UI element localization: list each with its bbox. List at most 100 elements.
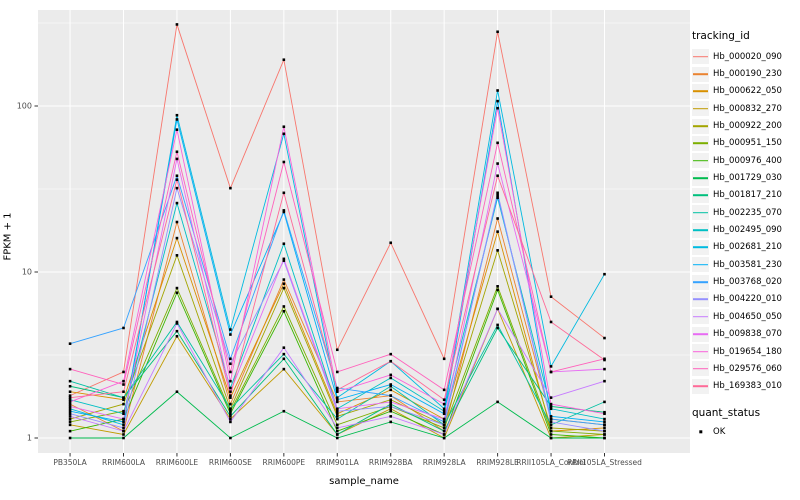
data-point: [603, 410, 606, 414]
data-point: [175, 322, 179, 325]
legend-item-Hb_000922_200: Hb_000922_200: [692, 117, 798, 134]
legend-item-Hb_009838_070: Hb_009838_070: [692, 326, 798, 343]
data-point: [229, 370, 232, 374]
data-point: [389, 388, 393, 392]
data-point: [496, 249, 499, 252]
data-point: [175, 186, 179, 190]
legend-item-label: Hb_029576_060: [713, 363, 782, 374]
data-point: [229, 328, 232, 331]
data-point: [175, 286, 179, 290]
data-point: [549, 402, 553, 406]
data-point: [175, 113, 179, 117]
data-point: [229, 409, 232, 413]
data-point: [282, 210, 286, 214]
data-point: [442, 433, 446, 436]
data-point: [496, 193, 499, 197]
data-point: [282, 257, 286, 261]
data-point: [175, 178, 179, 181]
data-point: [282, 209, 286, 212]
legend-item-label: Hb_000922_200: [713, 121, 782, 132]
data-point: [496, 89, 499, 92]
data-point: [389, 373, 393, 377]
legend-key-line-icon: [692, 291, 709, 307]
data-point: [442, 420, 446, 424]
data-point: [68, 409, 72, 413]
data-point: [122, 370, 125, 374]
data-point: [335, 423, 339, 427]
data-point: [282, 282, 286, 286]
legend-key-line-icon: [692, 309, 709, 325]
data-point: [496, 323, 499, 327]
data-point: [282, 132, 286, 136]
data-point: [122, 433, 125, 436]
data-point: [122, 398, 125, 402]
data-point: [68, 367, 72, 371]
data-point: [68, 390, 72, 394]
data-point: [496, 230, 499, 233]
legend-key-line-icon: [692, 66, 709, 82]
data-point: [496, 285, 499, 288]
data-point: [549, 433, 553, 436]
legend-item-Hb_000951_150: Hb_000951_150: [692, 135, 798, 152]
legend-quant-items: OK: [692, 423, 798, 440]
data-point: [389, 415, 393, 418]
data-point: [229, 379, 232, 383]
legend-key-line-icon: [692, 118, 709, 134]
data-point: [282, 346, 286, 349]
legend-key-line-icon: [692, 361, 709, 377]
data-point: [122, 417, 125, 421]
data-point: [122, 409, 125, 413]
data-point: [603, 417, 606, 421]
legend-item-Hb_001729_030: Hb_001729_030: [692, 169, 798, 186]
data-point: [442, 357, 446, 361]
data-point: [229, 417, 232, 421]
data-point: [229, 390, 232, 394]
data-point: [175, 157, 179, 161]
data-point: [442, 402, 446, 406]
data-point: [229, 420, 232, 424]
legend-item-label: Hb_001729_030: [713, 173, 782, 184]
data-point: [122, 436, 125, 440]
data-point: [389, 420, 393, 424]
legend-item-Hb_000976_400: Hb_000976_400: [692, 152, 798, 169]
legend-key-line-icon: [692, 205, 709, 221]
data-point: [442, 417, 446, 421]
data-point: [389, 352, 393, 356]
data-point: [549, 415, 553, 418]
data-point: [335, 409, 339, 413]
data-point: [549, 417, 553, 421]
data-point: [282, 125, 286, 129]
data-point: [122, 396, 125, 399]
data-point: [229, 394, 232, 397]
data-point: [442, 398, 446, 402]
data-point: [68, 342, 72, 345]
legend-item-Hb_029576_060: Hb_029576_060: [692, 360, 798, 377]
data-point: [282, 286, 286, 290]
data-point: [282, 309, 286, 313]
legend-key-line-icon: [692, 257, 709, 273]
legend-key-line-icon: [692, 344, 709, 360]
legend-key-line-icon: [692, 222, 709, 238]
legend-key-line-icon: [692, 274, 709, 290]
data-point: [68, 412, 72, 416]
data-point: [603, 426, 606, 430]
legend-key-line-icon: [692, 83, 709, 99]
data-point: [335, 348, 339, 352]
data-point: [175, 128, 179, 131]
legend-item-label: Hb_000976_400: [713, 155, 782, 166]
data-point: [389, 384, 393, 388]
data-point: [603, 433, 606, 436]
data-point: [549, 365, 553, 368]
data-point: [442, 412, 446, 416]
data-point: [68, 396, 72, 399]
data-point: [549, 429, 553, 433]
legend-item-label: Hb_000020_090: [713, 51, 782, 62]
legend-item-Hb_169383_010: Hb_169383_010: [692, 378, 798, 395]
legend-item-label: Hb_000951_150: [713, 138, 782, 149]
data-point: [175, 150, 179, 154]
data-point: [229, 362, 232, 366]
data-point: [603, 423, 606, 427]
data-point: [389, 398, 393, 402]
legend-item-Hb_000190_230: Hb_000190_230: [692, 65, 798, 82]
